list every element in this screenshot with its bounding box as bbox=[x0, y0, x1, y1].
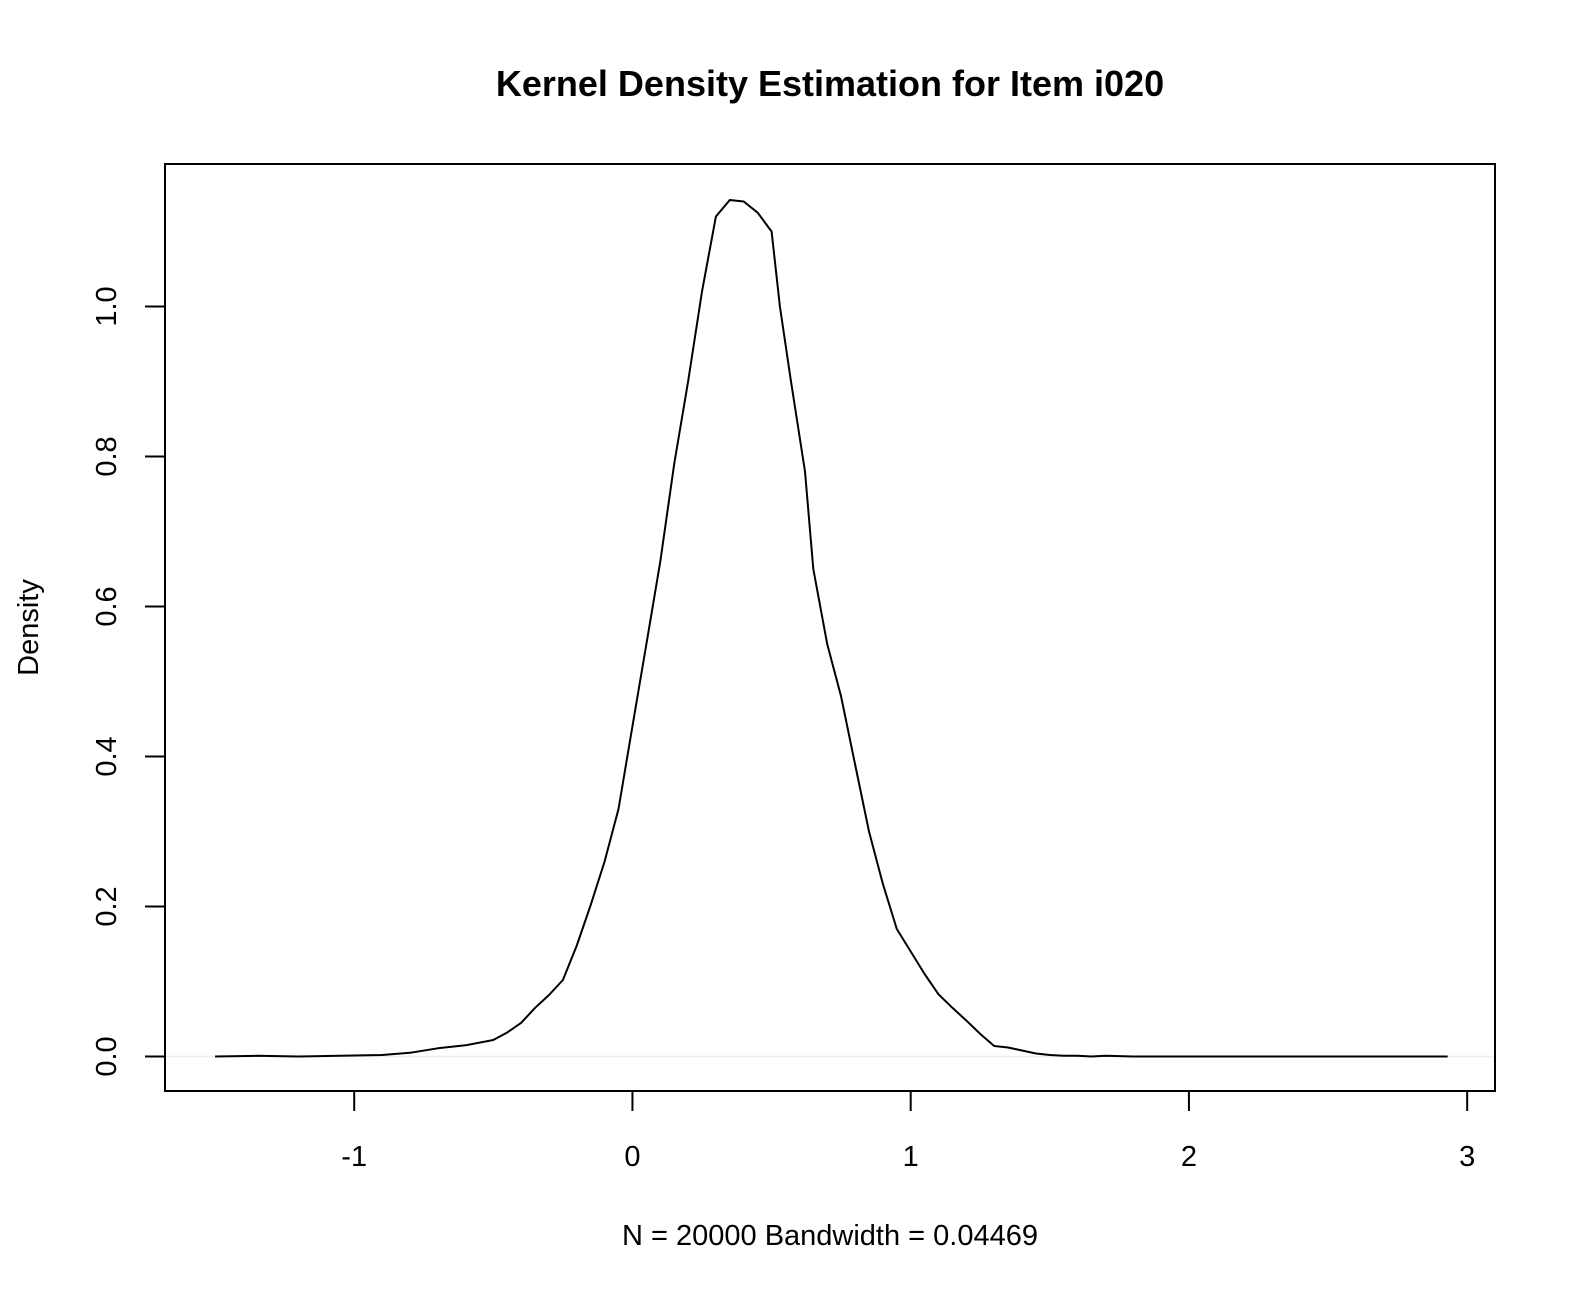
y-tick-label: 0.0 bbox=[91, 1036, 123, 1076]
y-tick-label: 0.2 bbox=[91, 886, 123, 926]
x-tick-label: 0 bbox=[624, 1141, 640, 1173]
y-tick-label: 1.0 bbox=[91, 286, 123, 326]
y-tick-label: 0.8 bbox=[91, 436, 123, 476]
y-axis: 0.0 0.2 0.4 0.6 0.8 1.0 bbox=[91, 286, 166, 1077]
chart-title: Kernel Density Estimation for Item i020 bbox=[496, 63, 1164, 104]
x-axis-label: N = 20000 Bandwidth = 0.04469 bbox=[622, 1220, 1038, 1252]
y-tick-label: 0.4 bbox=[91, 736, 123, 776]
plot-frame bbox=[164, 163, 1496, 1092]
x-axis: -1 0 1 2 3 bbox=[341, 1090, 1475, 1173]
y-tick-label: 0.6 bbox=[91, 586, 123, 626]
density-curve bbox=[215, 199, 1448, 1058]
x-tick-label: 1 bbox=[903, 1141, 919, 1173]
y-axis-label: Density bbox=[13, 579, 45, 676]
x-tick-label: 3 bbox=[1459, 1141, 1475, 1173]
x-tick-label: -1 bbox=[341, 1141, 367, 1173]
x-tick-label: 2 bbox=[1181, 1141, 1197, 1173]
